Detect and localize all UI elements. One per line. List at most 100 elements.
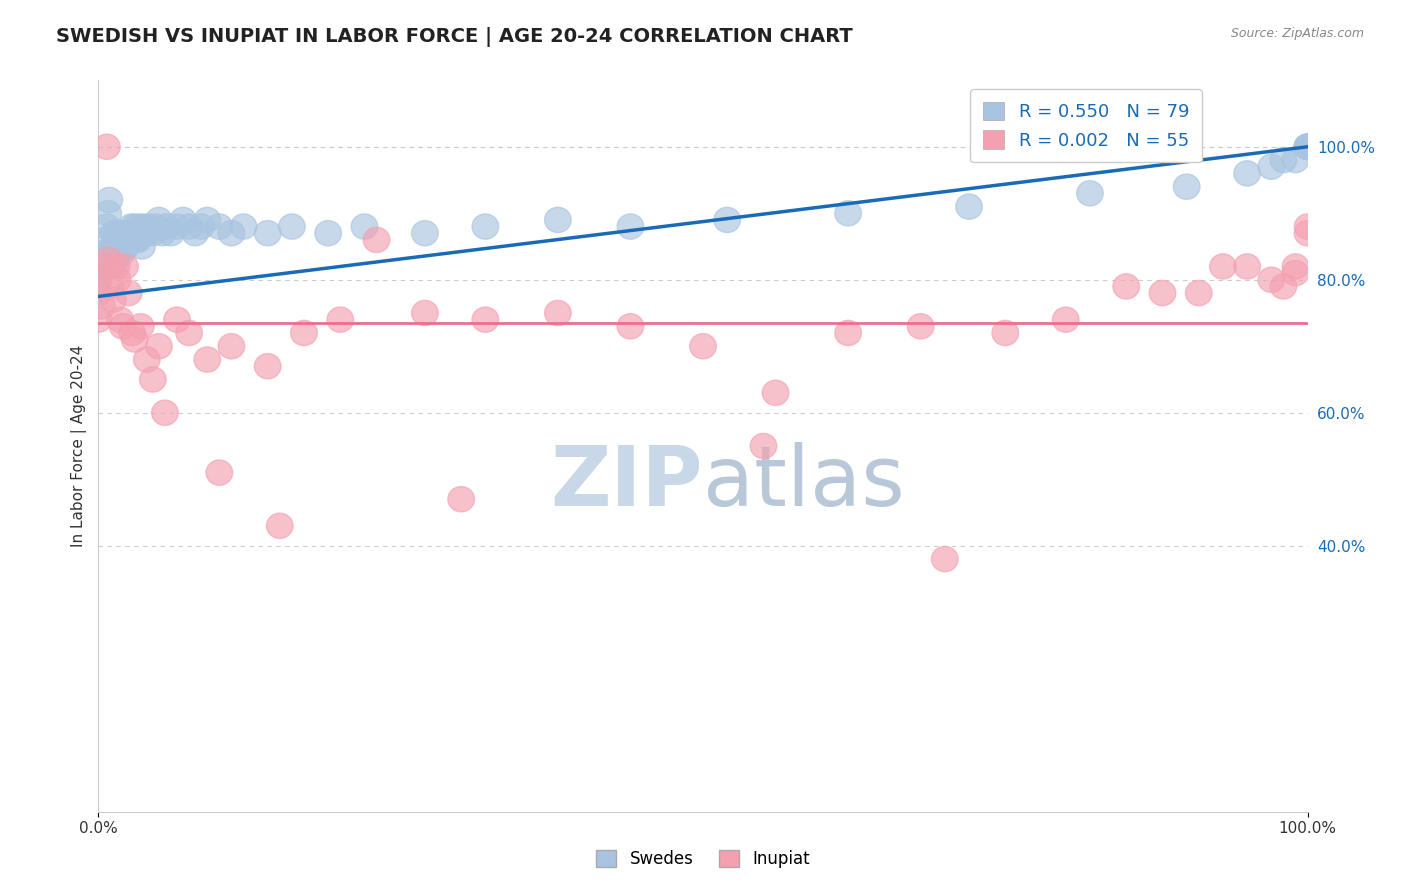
Ellipse shape <box>146 334 172 359</box>
Ellipse shape <box>101 220 128 246</box>
Ellipse shape <box>932 547 957 572</box>
Ellipse shape <box>1295 134 1320 160</box>
Ellipse shape <box>128 220 155 246</box>
Ellipse shape <box>472 214 499 239</box>
Ellipse shape <box>111 254 138 279</box>
Ellipse shape <box>1258 267 1285 293</box>
Ellipse shape <box>127 214 153 239</box>
Text: ZIP: ZIP <box>551 442 703 523</box>
Ellipse shape <box>412 301 439 326</box>
Ellipse shape <box>134 220 160 246</box>
Ellipse shape <box>194 207 221 233</box>
Ellipse shape <box>120 320 146 345</box>
Ellipse shape <box>122 227 149 252</box>
Ellipse shape <box>104 241 131 266</box>
Ellipse shape <box>114 220 141 246</box>
Ellipse shape <box>96 187 122 212</box>
Ellipse shape <box>412 220 439 246</box>
Ellipse shape <box>617 314 644 339</box>
Ellipse shape <box>956 194 983 219</box>
Ellipse shape <box>94 214 120 239</box>
Ellipse shape <box>218 334 245 359</box>
Ellipse shape <box>352 214 378 239</box>
Ellipse shape <box>107 220 134 246</box>
Ellipse shape <box>993 320 1018 345</box>
Ellipse shape <box>472 307 499 333</box>
Ellipse shape <box>267 513 292 539</box>
Ellipse shape <box>89 254 115 279</box>
Ellipse shape <box>149 220 176 246</box>
Ellipse shape <box>163 214 190 239</box>
Ellipse shape <box>97 274 124 299</box>
Ellipse shape <box>207 214 232 239</box>
Ellipse shape <box>751 434 776 458</box>
Ellipse shape <box>544 207 571 233</box>
Ellipse shape <box>1295 134 1320 160</box>
Ellipse shape <box>131 214 157 239</box>
Ellipse shape <box>449 486 474 512</box>
Ellipse shape <box>315 220 342 246</box>
Ellipse shape <box>194 347 221 372</box>
Ellipse shape <box>86 267 111 293</box>
Ellipse shape <box>110 234 136 260</box>
Ellipse shape <box>115 227 142 252</box>
Ellipse shape <box>97 254 124 279</box>
Ellipse shape <box>110 314 136 339</box>
Ellipse shape <box>1295 214 1320 239</box>
Ellipse shape <box>218 220 245 246</box>
Ellipse shape <box>120 220 146 246</box>
Ellipse shape <box>118 214 145 239</box>
Ellipse shape <box>291 320 318 345</box>
Ellipse shape <box>152 401 179 425</box>
Ellipse shape <box>1077 181 1104 206</box>
Ellipse shape <box>1053 307 1078 333</box>
Ellipse shape <box>100 287 127 312</box>
Ellipse shape <box>112 234 139 260</box>
Ellipse shape <box>181 220 208 246</box>
Ellipse shape <box>104 267 131 293</box>
Ellipse shape <box>100 234 127 260</box>
Text: SWEDISH VS INUPIAT IN LABOR FORCE | AGE 20-24 CORRELATION CHART: SWEDISH VS INUPIAT IN LABOR FORCE | AGE … <box>56 27 853 46</box>
Ellipse shape <box>207 460 232 485</box>
Ellipse shape <box>134 347 160 372</box>
Ellipse shape <box>278 214 305 239</box>
Ellipse shape <box>103 220 129 246</box>
Ellipse shape <box>142 214 169 239</box>
Ellipse shape <box>1295 134 1320 160</box>
Ellipse shape <box>163 307 190 333</box>
Ellipse shape <box>107 234 134 260</box>
Ellipse shape <box>103 234 129 260</box>
Ellipse shape <box>1295 134 1320 160</box>
Ellipse shape <box>835 320 862 345</box>
Ellipse shape <box>121 214 148 239</box>
Ellipse shape <box>1270 274 1296 299</box>
Ellipse shape <box>125 227 152 252</box>
Ellipse shape <box>91 254 118 279</box>
Ellipse shape <box>136 214 163 239</box>
Ellipse shape <box>129 220 156 246</box>
Ellipse shape <box>1234 161 1260 186</box>
Ellipse shape <box>1149 280 1175 306</box>
Text: Source: ZipAtlas.com: Source: ZipAtlas.com <box>1230 27 1364 40</box>
Ellipse shape <box>907 314 934 339</box>
Ellipse shape <box>146 207 172 233</box>
Ellipse shape <box>1234 254 1260 279</box>
Ellipse shape <box>108 241 135 266</box>
Ellipse shape <box>544 301 571 326</box>
Ellipse shape <box>129 234 155 260</box>
Ellipse shape <box>1114 274 1139 299</box>
Ellipse shape <box>121 327 148 352</box>
Ellipse shape <box>1185 280 1212 306</box>
Ellipse shape <box>128 314 155 339</box>
Ellipse shape <box>89 293 115 319</box>
Ellipse shape <box>157 220 184 246</box>
Ellipse shape <box>1258 154 1285 179</box>
Ellipse shape <box>111 227 138 252</box>
Ellipse shape <box>170 207 197 233</box>
Ellipse shape <box>139 220 166 246</box>
Ellipse shape <box>1295 134 1320 160</box>
Ellipse shape <box>139 367 166 392</box>
Ellipse shape <box>1295 134 1320 160</box>
Ellipse shape <box>1282 260 1309 285</box>
Ellipse shape <box>176 214 202 239</box>
